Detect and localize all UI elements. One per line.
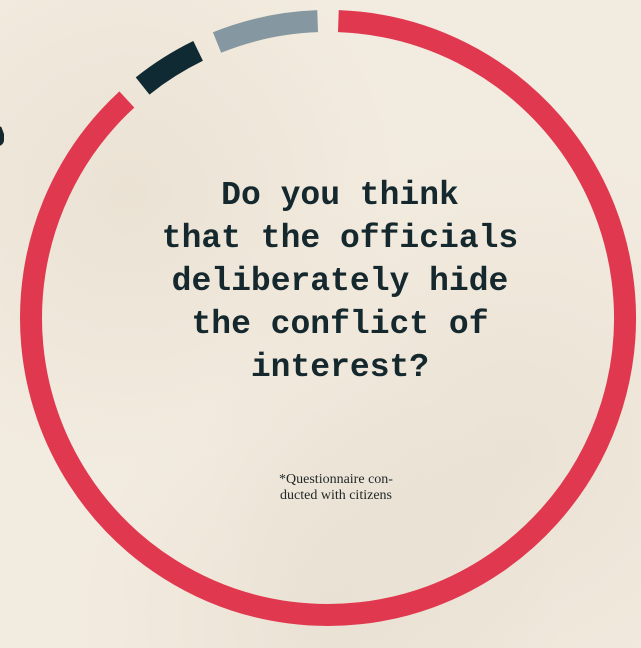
question-line-5: interest? (250, 349, 430, 386)
question-line-3: deliberately hide (171, 263, 509, 300)
donut-segment-1 (20, 10, 636, 626)
question-line-2: that the officials (161, 220, 519, 257)
question-line-4: the conflict of (191, 306, 489, 343)
left-edge-fragment (0, 126, 6, 150)
footnote-line-2: ducted with citizens (280, 488, 392, 503)
question-title: Do you think that the officials delibera… (110, 174, 570, 389)
survey-footnote: *Questionnaire con- ducted with citizens (236, 472, 436, 504)
donut-segment-3 (212, 10, 319, 53)
footnote-line-1: *Questionnaire con- (279, 472, 393, 487)
donut-segment-2 (135, 41, 204, 95)
question-line-1: Do you think (221, 177, 459, 214)
